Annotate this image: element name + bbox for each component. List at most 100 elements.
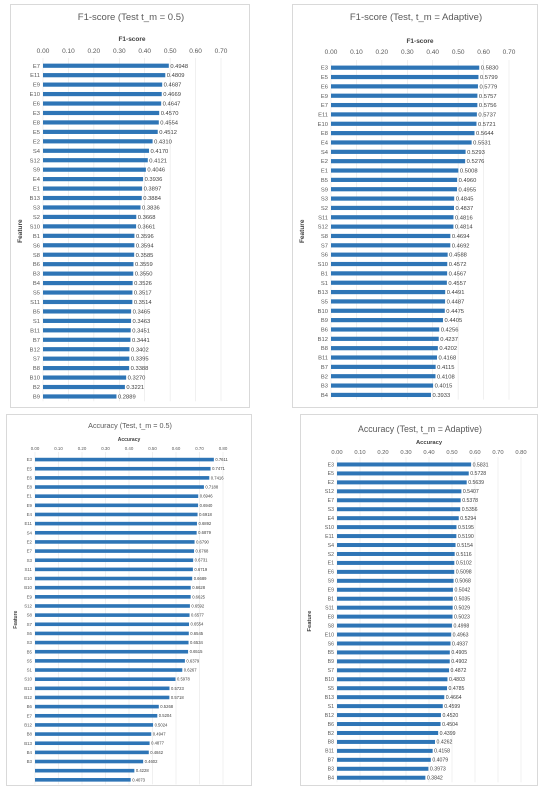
category-label: B13 <box>325 695 334 701</box>
bar <box>35 759 144 764</box>
category-label: S7 <box>328 668 334 674</box>
bar <box>337 641 451 646</box>
category-label: B8 <box>328 740 334 746</box>
bar <box>337 748 433 753</box>
data-label: 0.4202 <box>439 346 457 352</box>
y-axis-label: Feature <box>13 610 19 628</box>
x-tick-label: 0.10 <box>350 49 363 56</box>
data-label: 0.5718 <box>171 695 184 700</box>
category-label: S1 <box>27 668 33 673</box>
category-label: E11 <box>25 521 33 526</box>
bar <box>43 167 146 172</box>
bar <box>35 494 199 498</box>
data-label: 0.4228 <box>136 768 149 773</box>
bar <box>35 659 185 663</box>
x-tick-label: 0.50 <box>446 450 457 456</box>
category-label: S4 <box>321 150 329 156</box>
bar <box>331 336 439 341</box>
bar <box>331 261 448 267</box>
category-label: B8 <box>33 366 40 372</box>
bar <box>43 214 137 220</box>
data-label: 0.4602 <box>145 759 158 764</box>
data-label: 0.6515 <box>190 649 203 654</box>
data-label: 0.3270 <box>128 376 146 382</box>
data-label: 0.5407 <box>463 489 479 495</box>
bar <box>43 233 135 238</box>
bar <box>43 356 130 361</box>
chart-title: F1-score (Test, t_m = Adaptive) <box>350 12 482 23</box>
data-label: 0.5042 <box>454 588 470 594</box>
category-label: B10 <box>325 677 334 683</box>
x-tick-label: 0.80 <box>515 450 526 456</box>
data-label: 0.4108 <box>437 374 455 380</box>
chart-panel-f1-tm05: F1-score (Test t_m = 0.5) F1-score 0.00 0.1… <box>10 4 250 408</box>
data-label: 0.4237 <box>440 337 458 343</box>
category-label: E1 <box>27 494 33 499</box>
category-label: S3 <box>321 197 328 203</box>
bar <box>35 778 131 782</box>
category-label: E2 <box>328 480 334 486</box>
data-label: 0.3395 <box>131 357 149 363</box>
data-label: 0.6892 <box>198 521 211 526</box>
data-label: 0.4115 <box>437 365 454 371</box>
x-tick-label: 0.00 <box>325 49 338 56</box>
data-label: 0.4504 <box>442 722 458 728</box>
bar <box>43 129 158 134</box>
category-label: B12 <box>30 347 40 353</box>
data-label: 0.4405 <box>445 318 463 324</box>
category-label: S6 <box>321 253 328 259</box>
bar <box>337 525 457 530</box>
data-label: 0.4877 <box>151 741 164 746</box>
category-label: B2 <box>321 374 328 380</box>
category-label: S10 <box>30 224 40 230</box>
category-label: E6 <box>27 475 33 480</box>
data-label: 0.3836 <box>142 206 160 212</box>
x-axis-label: F1-score <box>406 38 433 45</box>
bar <box>35 567 193 572</box>
category-label: B12 <box>24 722 32 727</box>
bar <box>35 649 189 654</box>
data-label: 0.4310 <box>154 139 172 145</box>
x-tick-label: 0.20 <box>88 48 101 55</box>
data-label: 0.3668 <box>138 215 156 221</box>
bar <box>331 224 454 229</box>
x-tick-label: 0.40 <box>138 48 151 55</box>
bar <box>43 271 134 276</box>
bar <box>43 328 131 333</box>
category-label: S1 <box>321 281 328 287</box>
data-label: 0.5276 <box>467 159 485 165</box>
bar <box>35 512 198 517</box>
category-label: S2 <box>328 552 334 558</box>
bar <box>43 158 148 163</box>
bar <box>43 148 150 153</box>
data-label: 0.5721 <box>478 122 496 128</box>
x-tick-label: 0.40 <box>423 450 434 456</box>
category-label: S3 <box>27 640 33 645</box>
category-label: S9 <box>328 579 334 585</box>
category-label: B2 <box>328 731 334 737</box>
category-label: B7 <box>321 365 328 371</box>
data-label: 0.7611 <box>215 457 228 462</box>
x-tick-label: 0.40 <box>125 446 134 451</box>
bar <box>43 347 130 352</box>
bar <box>43 224 137 229</box>
data-label: 0.6592 <box>191 603 204 608</box>
bar <box>43 366 130 371</box>
x-tick-label: 0.50 <box>148 446 157 451</box>
x-tick-label: 0.00 <box>331 450 342 456</box>
data-label: 0.4262 <box>437 740 453 746</box>
bar <box>43 110 160 116</box>
bar <box>35 503 199 508</box>
bar <box>43 63 169 68</box>
data-label: 0.4512 <box>159 130 177 136</box>
x-tick-label: 0.00 <box>37 48 50 55</box>
data-label: 0.5831 <box>473 462 489 468</box>
category-label: S6 <box>33 243 40 249</box>
bar <box>337 596 453 601</box>
bar <box>35 485 204 489</box>
category-label: B1 <box>33 234 40 240</box>
bar <box>331 93 478 98</box>
bar <box>337 722 441 727</box>
category-label: B4 <box>321 393 329 399</box>
category-label: S9 <box>321 187 328 193</box>
